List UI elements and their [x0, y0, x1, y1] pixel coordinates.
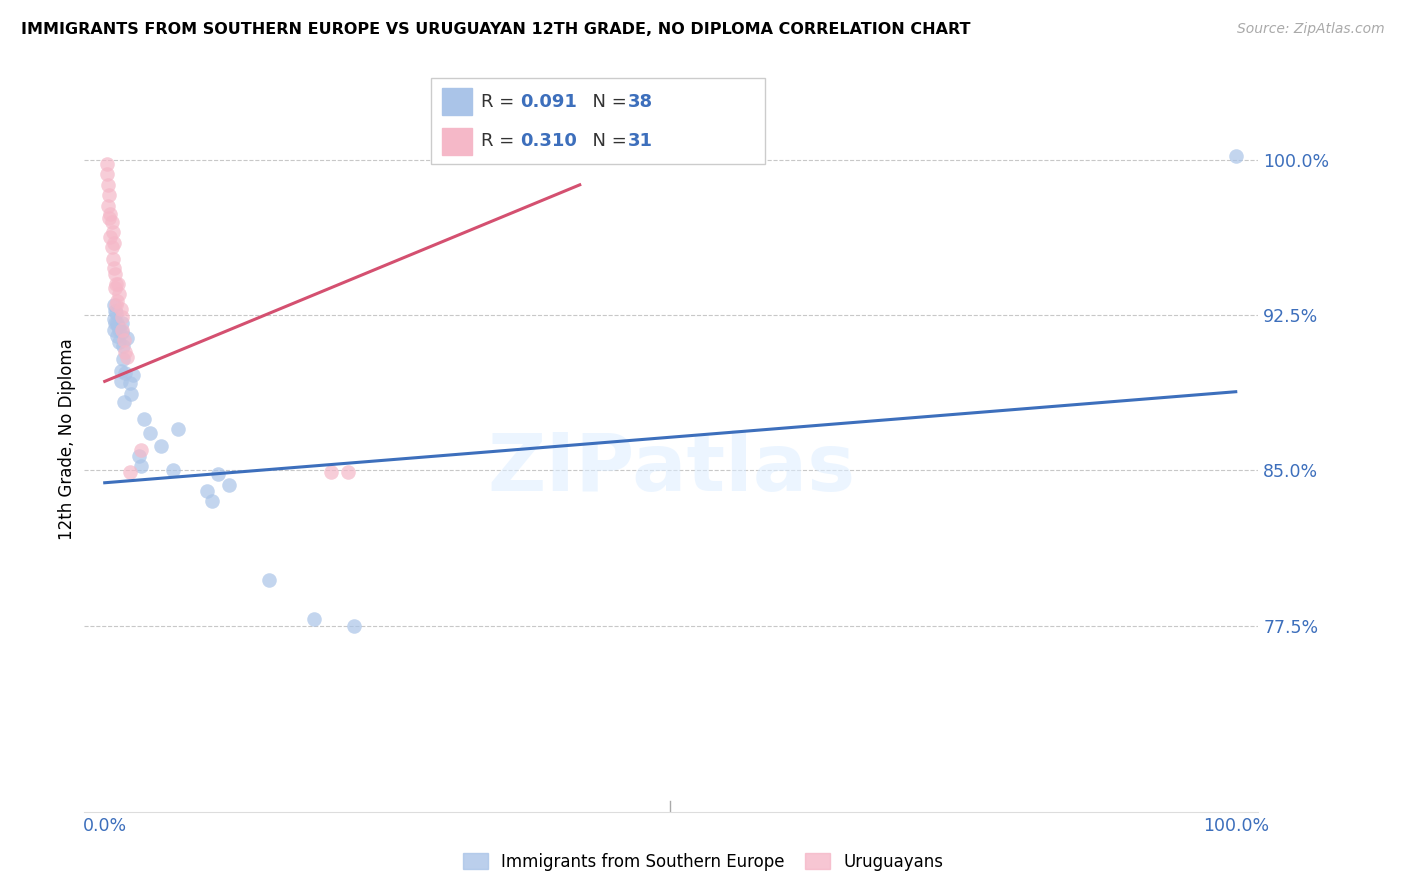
- Text: R =: R =: [481, 93, 520, 111]
- Text: 38: 38: [628, 93, 652, 111]
- Point: [103, 235, 125, 250]
- Point: [111, 317, 134, 331]
- Point: [107, 277, 129, 292]
- Point: [167, 422, 190, 436]
- Point: [107, 318, 129, 333]
- Point: [201, 494, 224, 508]
- Point: [96, 157, 118, 171]
- Text: 0.091: 0.091: [520, 93, 576, 111]
- Point: [98, 188, 121, 202]
- Bar: [443, 88, 472, 115]
- Point: [111, 339, 134, 353]
- Point: [1225, 149, 1247, 163]
- Point: [97, 198, 120, 212]
- FancyBboxPatch shape: [430, 78, 765, 164]
- Point: [100, 229, 122, 244]
- Point: [336, 466, 359, 480]
- Point: [342, 618, 364, 632]
- Point: [105, 329, 128, 343]
- Point: [104, 317, 127, 331]
- Point: [114, 345, 136, 359]
- Point: [103, 260, 125, 275]
- Point: [100, 215, 122, 229]
- Point: [103, 312, 125, 326]
- Point: [104, 304, 127, 318]
- Point: [117, 331, 139, 345]
- Text: ZIPatlas: ZIPatlas: [488, 430, 855, 508]
- Point: [302, 612, 325, 626]
- Text: N =: N =: [581, 132, 633, 151]
- Text: 0.310: 0.310: [520, 132, 576, 151]
- Point: [111, 323, 134, 337]
- Point: [100, 240, 122, 254]
- Point: [108, 287, 131, 301]
- Point: [96, 168, 118, 182]
- Point: [118, 376, 141, 391]
- Point: [218, 478, 240, 492]
- Point: [118, 466, 141, 480]
- Point: [105, 277, 128, 292]
- Point: [111, 351, 134, 366]
- Point: [162, 463, 184, 477]
- Point: [117, 350, 139, 364]
- Text: IMMIGRANTS FROM SOUTHERN EUROPE VS URUGUAYAN 12TH GRADE, NO DIPLOMA CORRELATION : IMMIGRANTS FROM SOUTHERN EUROPE VS URUGU…: [21, 22, 970, 37]
- Point: [101, 252, 124, 267]
- Point: [129, 442, 152, 457]
- Point: [111, 325, 134, 339]
- Point: [195, 483, 218, 498]
- Text: R =: R =: [481, 132, 520, 151]
- Point: [139, 426, 162, 441]
- Point: [108, 334, 131, 349]
- Point: [97, 178, 120, 192]
- Text: N =: N =: [581, 93, 633, 111]
- Point: [114, 366, 136, 380]
- Point: [120, 386, 142, 401]
- Point: [112, 395, 135, 409]
- Point: [207, 467, 229, 482]
- Point: [257, 573, 280, 587]
- Text: 31: 31: [628, 132, 652, 151]
- Point: [108, 323, 131, 337]
- Legend: Immigrants from Southern Europe, Uruguayans: Immigrants from Southern Europe, Uruguay…: [454, 845, 952, 880]
- Point: [150, 438, 173, 452]
- Point: [111, 310, 134, 325]
- Point: [128, 449, 150, 463]
- Point: [104, 281, 127, 295]
- Text: Source: ZipAtlas.com: Source: ZipAtlas.com: [1237, 22, 1385, 37]
- Point: [105, 317, 128, 331]
- Point: [103, 323, 125, 337]
- Point: [134, 411, 156, 425]
- Point: [104, 267, 127, 281]
- Point: [101, 226, 124, 240]
- Point: [98, 211, 121, 225]
- Point: [319, 466, 342, 480]
- Point: [110, 301, 132, 316]
- Point: [105, 293, 128, 308]
- Point: [110, 364, 132, 378]
- Point: [100, 207, 122, 221]
- Point: [105, 298, 128, 312]
- Point: [110, 375, 132, 389]
- Bar: [443, 128, 472, 155]
- Point: [103, 298, 125, 312]
- Point: [122, 368, 145, 383]
- Point: [105, 306, 128, 320]
- Point: [129, 459, 152, 474]
- Point: [112, 333, 135, 347]
- Y-axis label: 12th Grade, No Diploma: 12th Grade, No Diploma: [58, 338, 76, 541]
